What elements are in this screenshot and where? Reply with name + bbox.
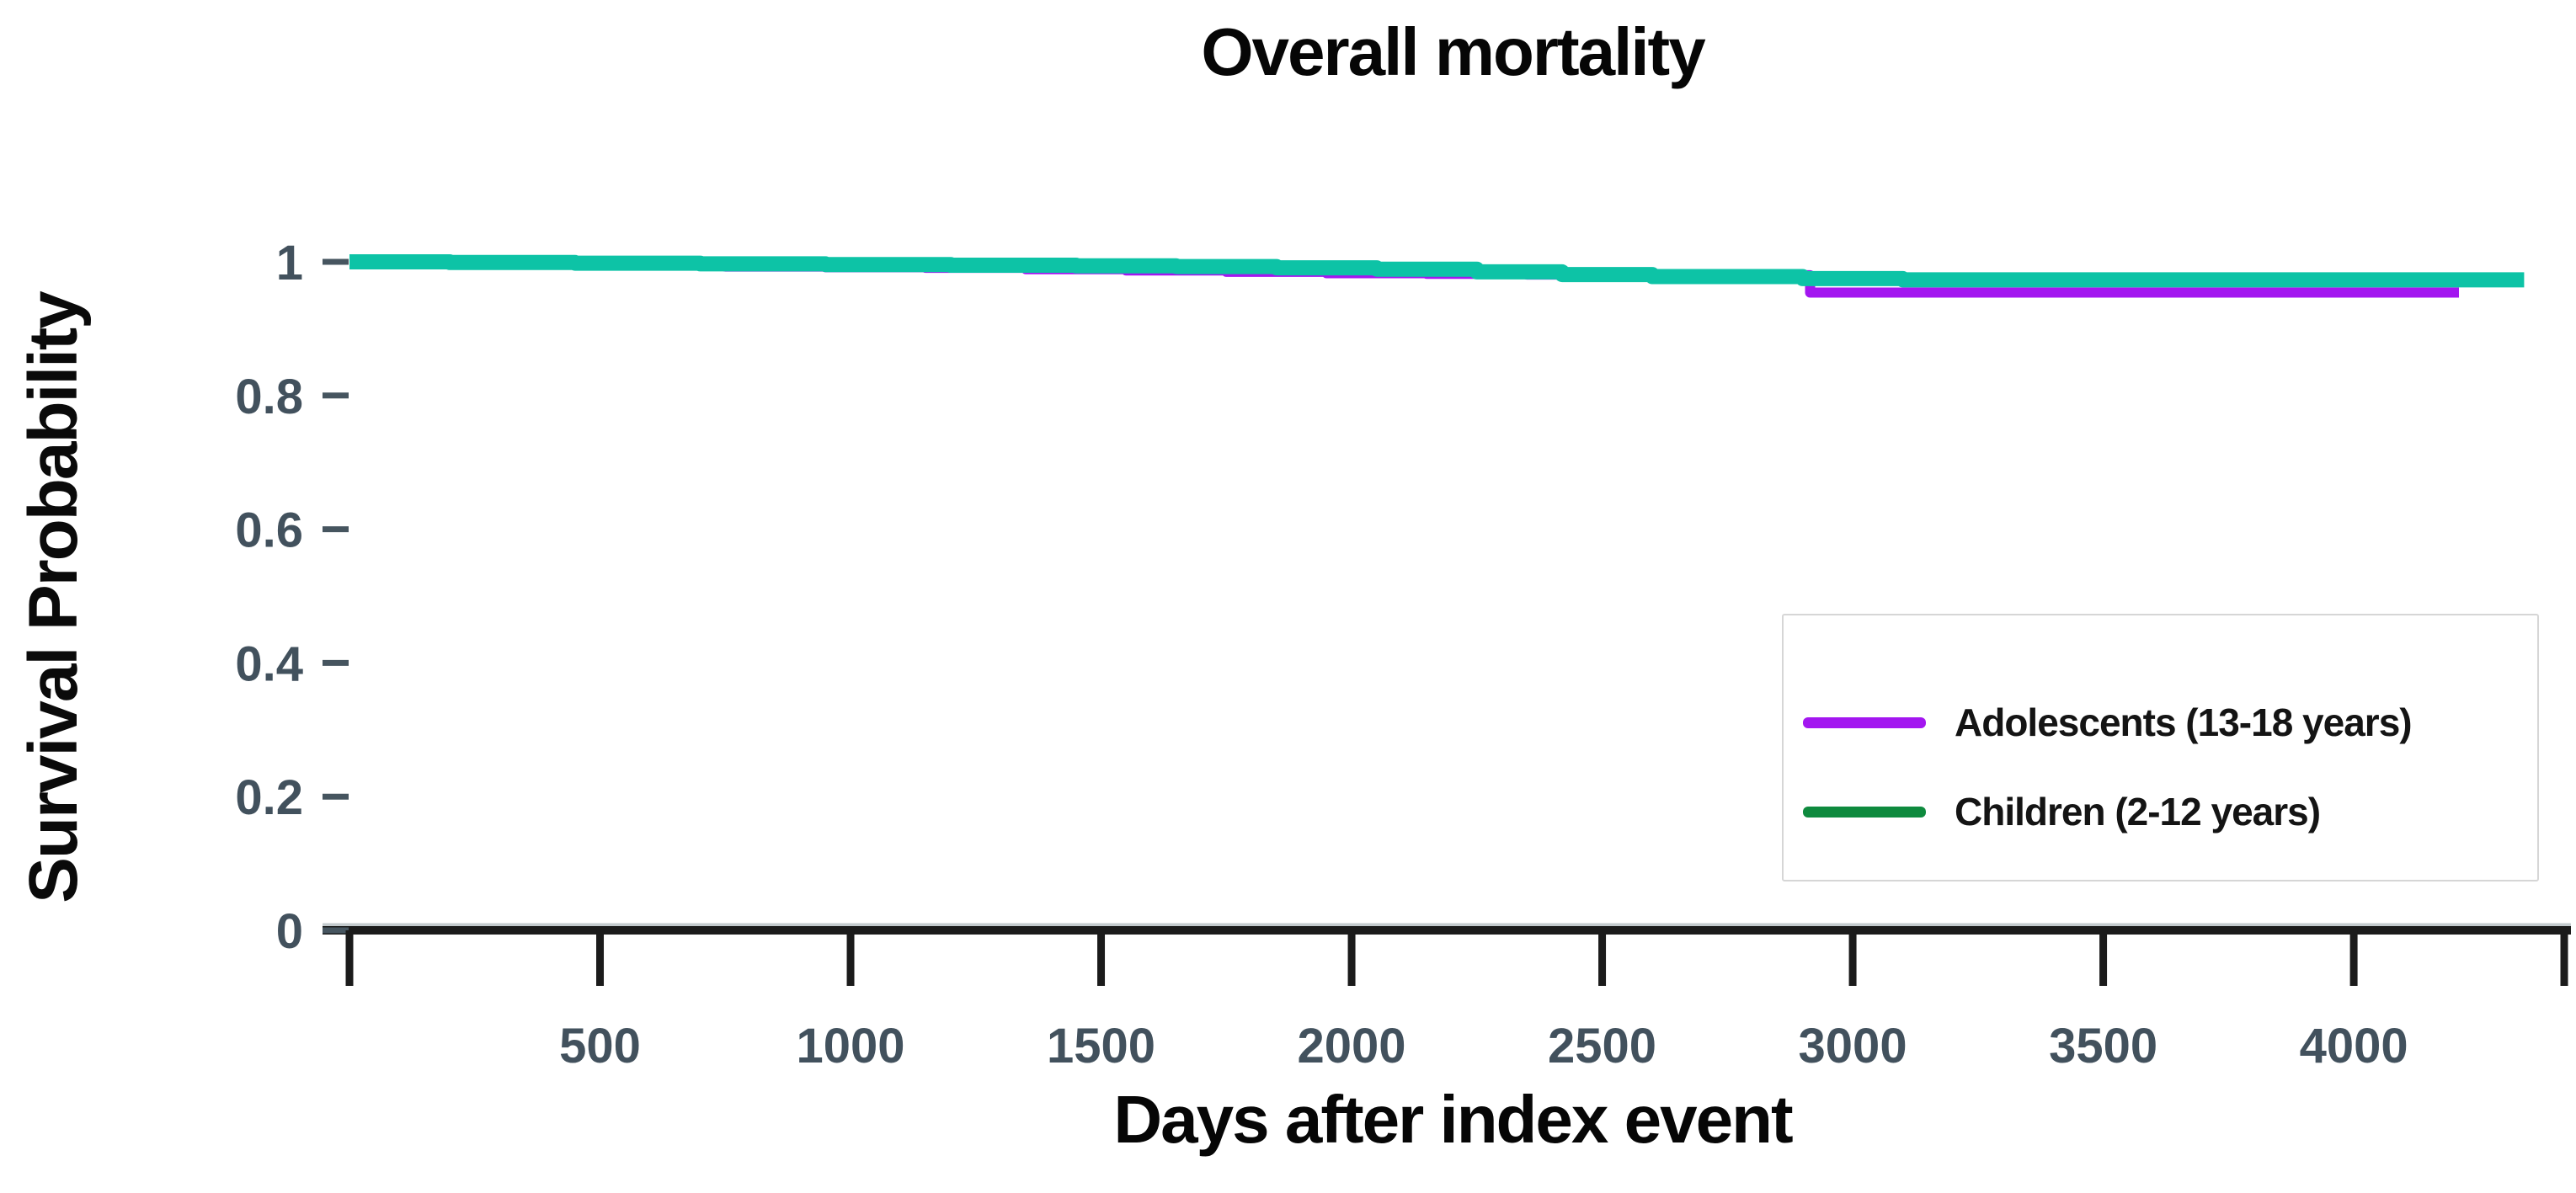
- legend-label-children: Children (2-12 years): [1955, 790, 2321, 834]
- legend-swatch-children-line-icon: [1803, 806, 1926, 818]
- y-tick-label-0: 0: [276, 904, 303, 959]
- legend-item-adolescents: Adolescents (13-18 years): [1803, 696, 2413, 748]
- y-tick-label-1: 1: [276, 236, 303, 290]
- y-tick-label-0.2: 0.2: [235, 770, 303, 825]
- x-tick-label-500: 500: [559, 1019, 641, 1073]
- x-tick-label-1000: 1000: [797, 1019, 905, 1073]
- chart-title: Overall mortality: [1201, 14, 1705, 89]
- y-tick-label-0.8: 0.8: [235, 370, 303, 424]
- legend-swatch-adolescents-line-icon: [1803, 716, 1926, 728]
- legend-label-adolescents: Adolescents (13-18 years): [1955, 700, 2413, 744]
- x-tick-label-3000: 3000: [1799, 1019, 1907, 1073]
- y-tick-label-0.6: 0.6: [235, 503, 303, 558]
- legend-box: Adolescents (13-18 years) Children (2-12…: [1782, 614, 2539, 881]
- x-axis-title: Days after index event: [1113, 1082, 1793, 1157]
- survival-curve-children: [349, 254, 2525, 288]
- legend-item-children: Children (2-12 years): [1803, 786, 2321, 838]
- x-tick-label-1500: 1500: [1047, 1019, 1155, 1073]
- x-tick-label-3500: 3500: [2049, 1019, 2157, 1073]
- x-tick-label-4000: 4000: [2300, 1019, 2408, 1073]
- x-tick-label-2500: 2500: [1548, 1019, 1656, 1073]
- y-tick-label-0.4: 0.4: [235, 636, 303, 691]
- x-tick-label-2000: 2000: [1298, 1019, 1406, 1073]
